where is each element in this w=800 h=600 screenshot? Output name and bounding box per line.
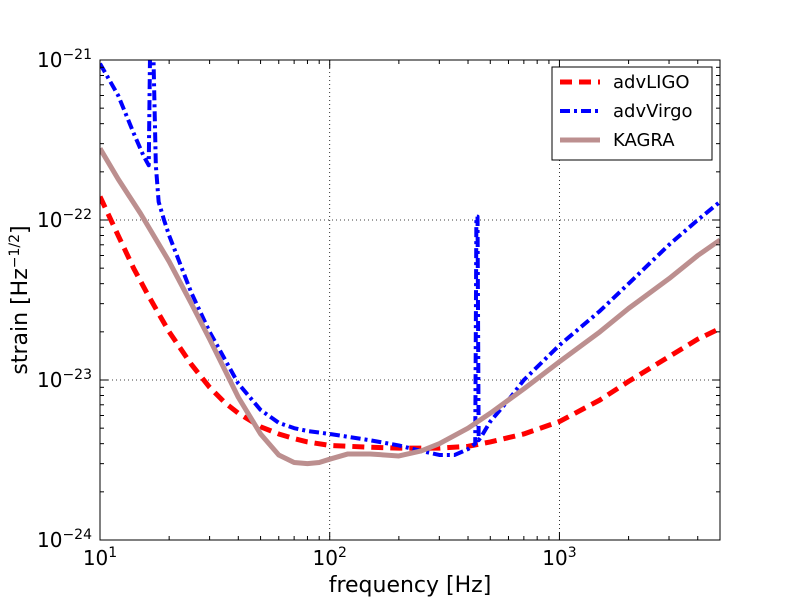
plot-frame [99, 59, 721, 541]
legend: advLIGO advVirgo KAGRA [551, 66, 713, 161]
y-tick-label: 10−22 [37, 207, 92, 232]
x-tick-base: 10 [83, 546, 108, 570]
y-axis-label-base: strain [Hz [8, 268, 33, 374]
y-tick-exp: −23 [62, 367, 92, 383]
y-tick-label: 10−21 [37, 47, 92, 72]
legend-box [551, 66, 713, 161]
y-tick-base: 10 [37, 528, 62, 552]
y-axis-label: strain [Hz−1/2] [7, 225, 33, 374]
y-tick-label: 10−24 [37, 527, 92, 552]
y-tick-exp: −21 [62, 47, 92, 63]
x-tick-label: 103 [542, 545, 576, 570]
legend-label-advVirgo: advVirgo [613, 101, 693, 122]
y-tick-exp: −24 [62, 527, 92, 543]
series-line-advLIGO [100, 195, 720, 451]
x-tick-base: 10 [313, 546, 338, 570]
x-tick-exp: 3 [568, 545, 577, 561]
series-line-KAGRA [100, 147, 720, 467]
x-tick-label: 102 [313, 545, 347, 570]
x-tick-exp: 1 [108, 545, 117, 561]
y-axis-label-exp: −1/2 [7, 234, 23, 268]
y-tick-label: 10−23 [37, 367, 92, 392]
x-tick-base: 10 [542, 546, 567, 570]
series-layer [100, 60, 720, 467]
legend-label-advLIGO: advLIGO [613, 72, 690, 93]
x-tick-label: 101 [83, 545, 117, 570]
y-tick-base: 10 [37, 48, 62, 72]
legend-label-KAGRA: KAGRA [613, 130, 675, 151]
x-axis-label: frequency [Hz] [329, 573, 492, 598]
x-tick-exp: 2 [338, 545, 347, 561]
y-axis-label-close: ] [8, 225, 33, 234]
y-tick-base: 10 [37, 368, 62, 392]
y-tick-exp: −22 [62, 207, 92, 223]
y-tick-base: 10 [37, 208, 62, 232]
